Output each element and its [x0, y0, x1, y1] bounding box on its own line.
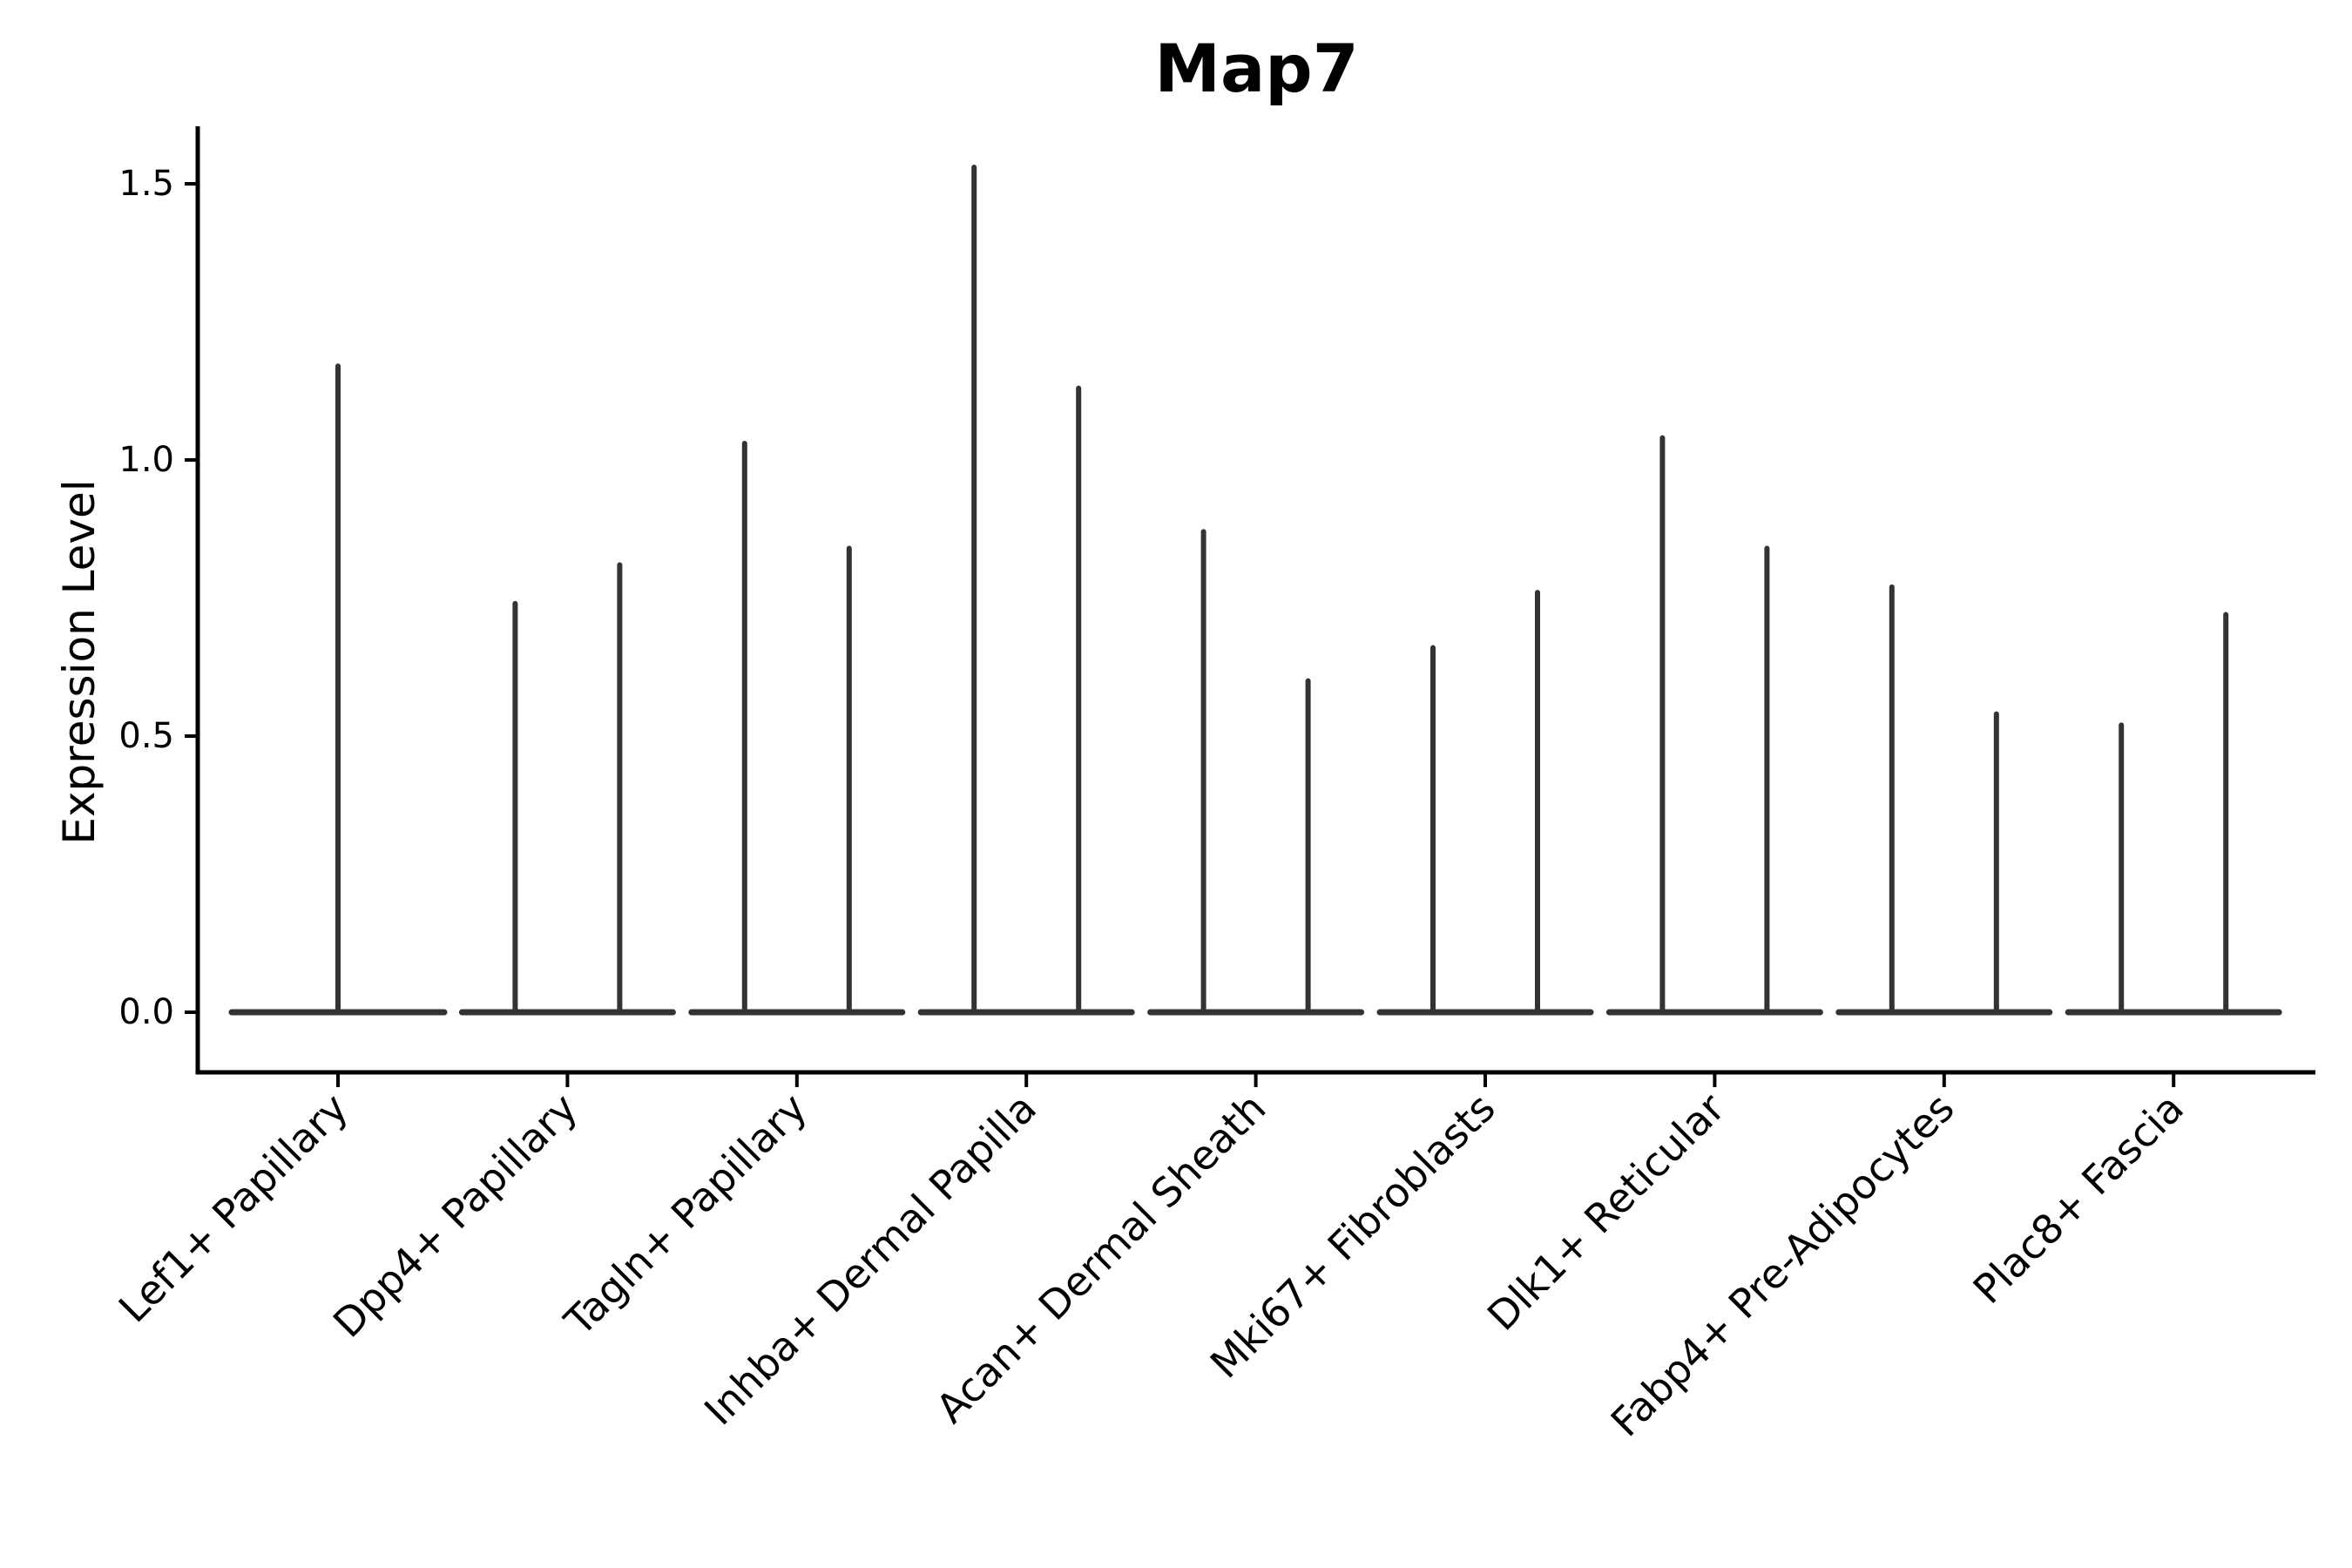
x-tick-label: Tagln+ Papillary: [555, 1085, 816, 1346]
y-tick-label: 1.0: [118, 440, 174, 480]
x-tick-label: Plac8+ Fascia: [1964, 1085, 2193, 1313]
plot-title: Map7: [1154, 30, 1358, 107]
y-tick-label: 0.0: [118, 992, 174, 1032]
x-tick-label: Lef1+ Papillary: [110, 1085, 357, 1332]
y-axis-label: Expression Level: [54, 479, 105, 844]
x-tick-label: Dpp4+ Papillary: [324, 1085, 586, 1347]
y-tick-label: 1.5: [118, 164, 174, 204]
x-tick-label: Dlk1+ Reticular: [1478, 1085, 1734, 1340]
y-tick-label: 0.5: [118, 716, 174, 756]
